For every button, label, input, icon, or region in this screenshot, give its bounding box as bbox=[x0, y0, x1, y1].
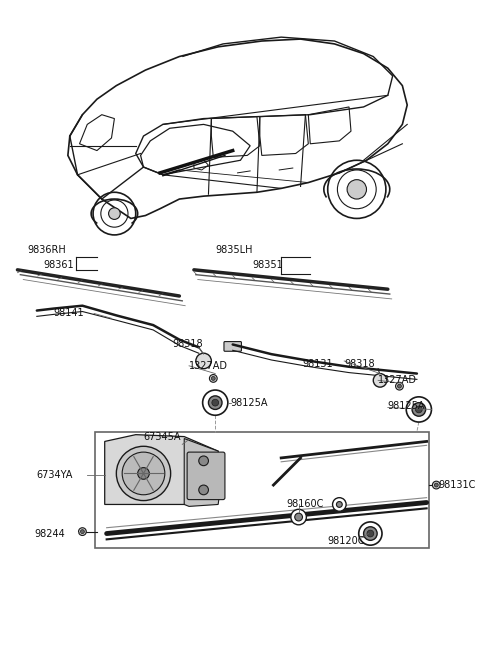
Text: 1327AD: 1327AD bbox=[189, 361, 228, 371]
Circle shape bbox=[396, 382, 403, 390]
Circle shape bbox=[406, 397, 432, 422]
Circle shape bbox=[336, 502, 342, 507]
Text: 6734YA: 6734YA bbox=[37, 470, 73, 480]
Text: 98361: 98361 bbox=[44, 260, 74, 270]
Circle shape bbox=[363, 527, 377, 541]
Circle shape bbox=[347, 180, 367, 199]
Circle shape bbox=[416, 406, 422, 413]
Circle shape bbox=[212, 400, 218, 406]
Circle shape bbox=[122, 452, 165, 495]
Circle shape bbox=[81, 529, 84, 533]
Polygon shape bbox=[184, 438, 221, 506]
Text: 98125A: 98125A bbox=[231, 398, 268, 407]
Circle shape bbox=[79, 527, 86, 535]
Circle shape bbox=[397, 384, 401, 388]
Text: 98141: 98141 bbox=[53, 308, 84, 318]
Circle shape bbox=[373, 373, 387, 387]
Text: 98160C: 98160C bbox=[286, 499, 324, 510]
Text: 98318: 98318 bbox=[344, 359, 375, 369]
Circle shape bbox=[434, 483, 438, 487]
Circle shape bbox=[295, 513, 302, 521]
Circle shape bbox=[209, 375, 217, 382]
Circle shape bbox=[208, 396, 222, 409]
Circle shape bbox=[203, 390, 228, 415]
Text: 1327AD: 1327AD bbox=[378, 375, 417, 385]
Text: 98351: 98351 bbox=[252, 260, 283, 270]
Circle shape bbox=[412, 403, 426, 416]
Circle shape bbox=[199, 456, 208, 466]
Text: 98131: 98131 bbox=[302, 359, 333, 369]
Circle shape bbox=[199, 485, 208, 495]
Text: 9835LH: 9835LH bbox=[215, 245, 253, 255]
Circle shape bbox=[108, 208, 120, 219]
Circle shape bbox=[291, 509, 306, 525]
Text: 67345A: 67345A bbox=[144, 432, 181, 441]
Text: 98318: 98318 bbox=[173, 340, 203, 350]
Circle shape bbox=[138, 468, 149, 480]
FancyBboxPatch shape bbox=[187, 452, 225, 500]
Circle shape bbox=[333, 498, 346, 511]
Text: 98131C: 98131C bbox=[438, 480, 476, 490]
Text: 98244: 98244 bbox=[34, 529, 65, 539]
Circle shape bbox=[211, 377, 215, 380]
Polygon shape bbox=[105, 435, 218, 504]
Circle shape bbox=[359, 522, 382, 545]
Circle shape bbox=[432, 482, 440, 489]
FancyBboxPatch shape bbox=[224, 342, 241, 351]
Text: 9836RH: 9836RH bbox=[27, 245, 66, 255]
Circle shape bbox=[116, 446, 171, 501]
Text: 98120C: 98120C bbox=[328, 537, 365, 546]
Circle shape bbox=[367, 530, 374, 537]
Circle shape bbox=[196, 353, 211, 369]
Text: 98125A: 98125A bbox=[388, 401, 425, 411]
